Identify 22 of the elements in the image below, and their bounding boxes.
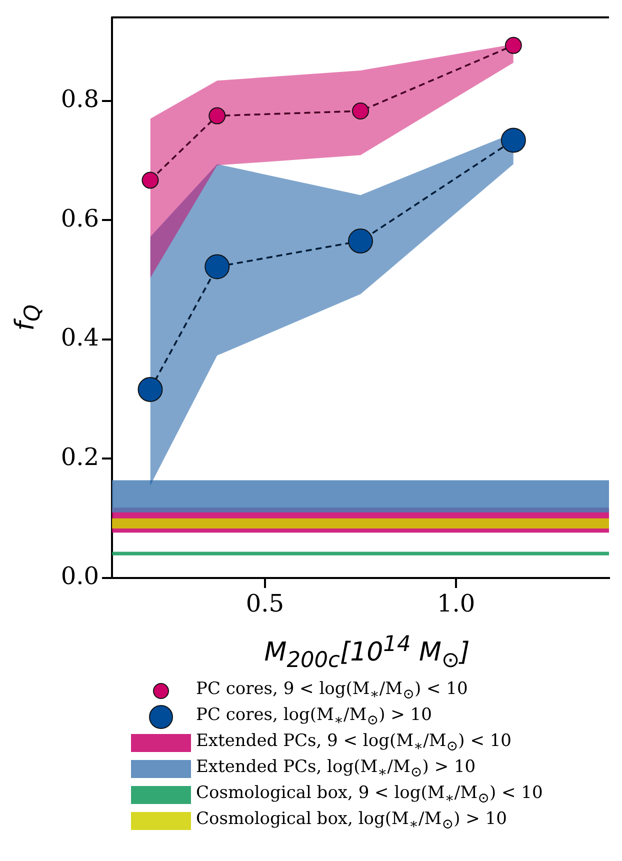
- legend-label: Cosmological box, log(M$_{∗}$/M$_{⊙}$) > 10: [196, 809, 507, 833]
- legend-label: PC cores, 9 < log(M$_{∗}$/M$_{⊙}$) < 10: [196, 679, 468, 703]
- point: [142, 172, 159, 189]
- y-tick-label: 0.8: [60, 85, 99, 114]
- point: [204, 254, 230, 280]
- y-tick-label: 0.4: [60, 324, 99, 352]
- point: [348, 228, 373, 254]
- legend-label: Cosmological box, 9 < log(M$_{∗}$/M$_{⊙}$) < 10: [196, 783, 543, 807]
- point: [504, 36, 522, 54]
- y-tick-label: 0.2: [60, 442, 99, 471]
- point: [500, 128, 526, 153]
- point: [208, 107, 226, 124]
- legend-label: PC cores, log(M$_{∗}$/M$_{⊙}$) > 10: [196, 705, 432, 729]
- y-tick-label: 0.6: [60, 204, 99, 232]
- x-tick-label: 0.5: [246, 590, 284, 618]
- y-tick-label: 0.0: [60, 562, 99, 590]
- point: [352, 102, 369, 120]
- legend-label: Extended PCs, 9 < log(M$_{∗}$/M$_{⊙}$) < 10: [196, 731, 512, 755]
- legend-label: Extended PCs, log(M$_{∗}$/M$_{⊙}$) > 10: [196, 757, 476, 781]
- x-tick-label: 1.0: [436, 590, 476, 618]
- point: [138, 377, 163, 402]
- x-axis-title: M$_{200c}$[10$^{14}$ M$_{⊙}$]: [263, 632, 471, 673]
